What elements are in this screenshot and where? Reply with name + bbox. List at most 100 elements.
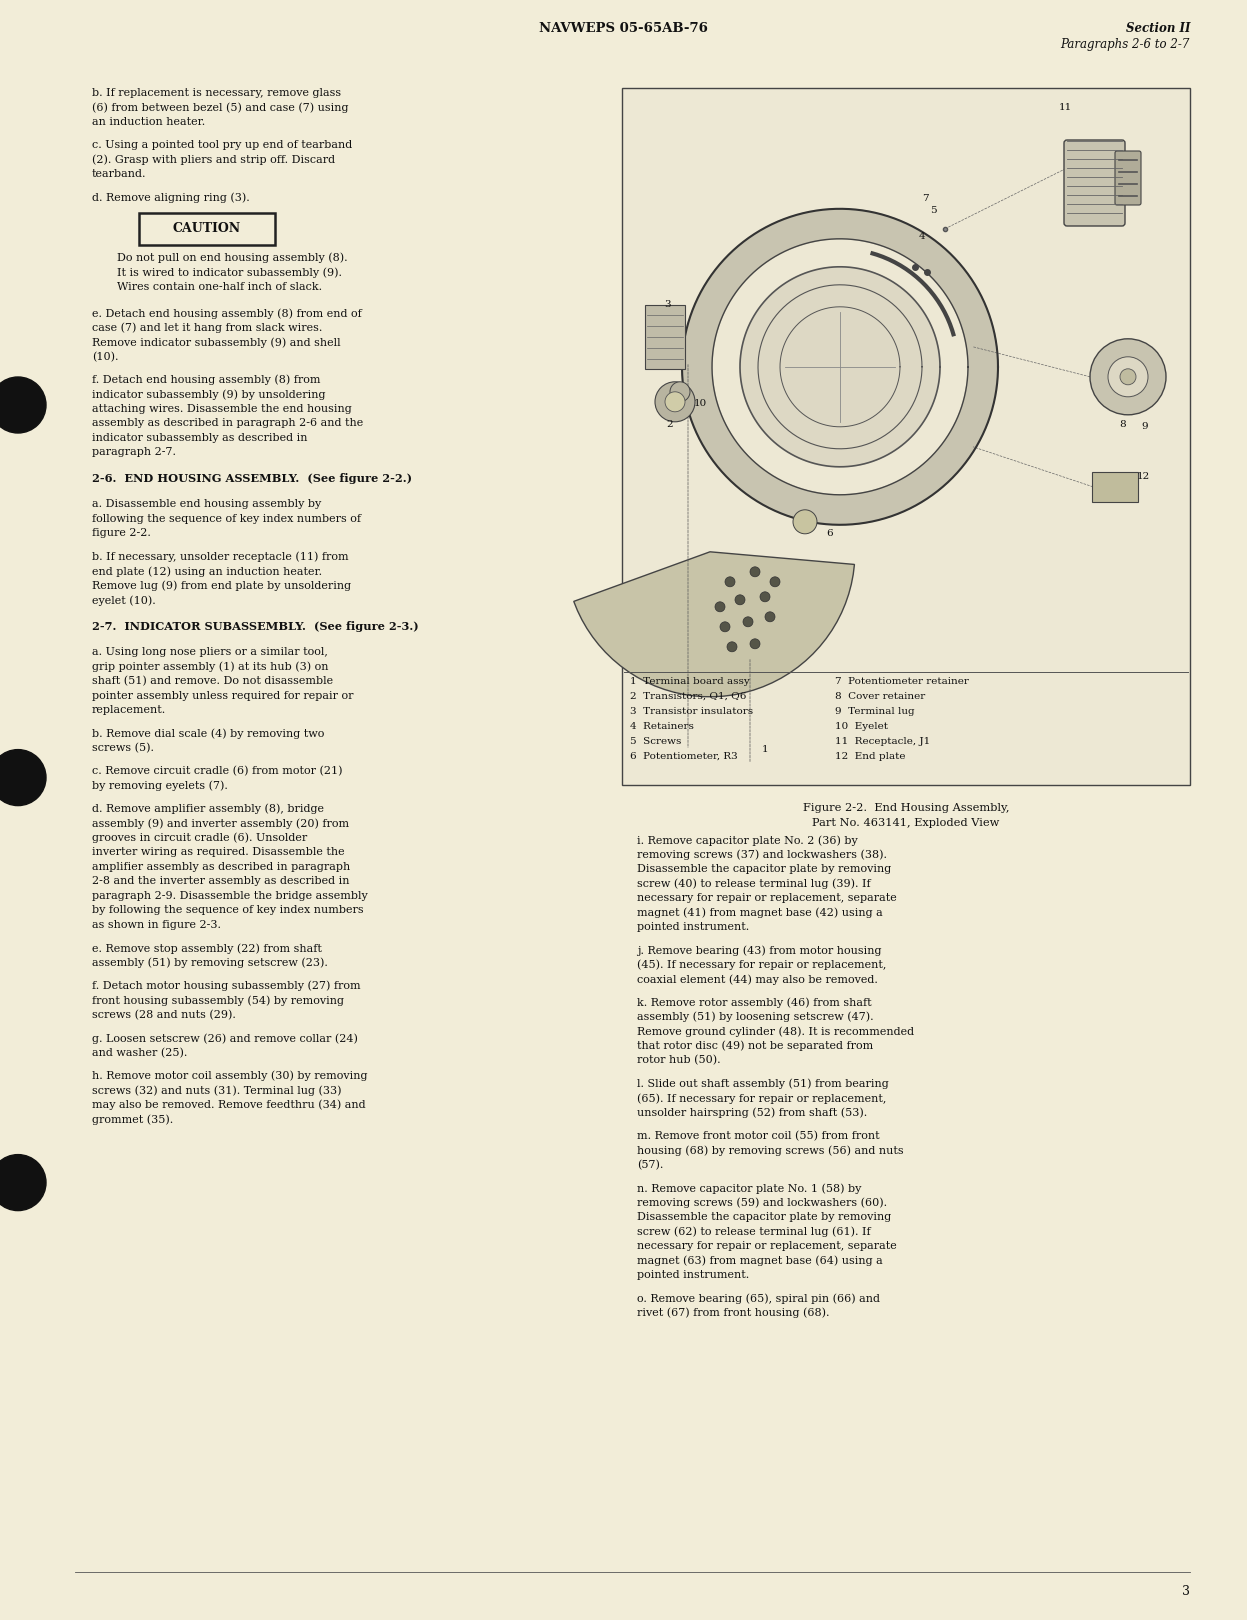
Text: f. Detach end housing assembly (8) from: f. Detach end housing assembly (8) from <box>92 374 320 386</box>
Text: (57).: (57). <box>637 1160 663 1170</box>
Text: tearband.: tearband. <box>92 168 146 180</box>
FancyBboxPatch shape <box>1092 471 1139 502</box>
Text: Disassemble the capacitor plate by removing: Disassemble the capacitor plate by remov… <box>637 863 892 875</box>
Text: pointer assembly unless required for repair or: pointer assembly unless required for rep… <box>92 690 353 701</box>
Text: coaxial element (44) may also be removed.: coaxial element (44) may also be removed… <box>637 974 878 985</box>
Circle shape <box>793 510 817 535</box>
Text: by removing eyelets (7).: by removing eyelets (7). <box>92 781 228 791</box>
Text: screws (32) and nuts (31). Terminal lug (33): screws (32) and nuts (31). Terminal lug … <box>92 1085 342 1095</box>
Text: i. Remove capacitor plate No. 2 (36) by: i. Remove capacitor plate No. 2 (36) by <box>637 834 858 846</box>
Text: g. Loosen setscrew (26) and remove collar (24): g. Loosen setscrew (26) and remove colla… <box>92 1034 358 1043</box>
Text: e. Remove stop assembly (22) from shaft: e. Remove stop assembly (22) from shaft <box>92 943 322 954</box>
Polygon shape <box>574 552 854 697</box>
Text: following the sequence of key index numbers of: following the sequence of key index numb… <box>92 514 360 523</box>
Text: paragraph 2-7.: paragraph 2-7. <box>92 447 176 457</box>
Text: by following the sequence of key index numbers: by following the sequence of key index n… <box>92 906 364 915</box>
Text: 2  Transistors, Q1, Q6: 2 Transistors, Q1, Q6 <box>630 692 747 701</box>
Text: assembly (9) and inverter assembly (20) from: assembly (9) and inverter assembly (20) … <box>92 818 349 829</box>
Text: 10: 10 <box>693 399 707 408</box>
Text: assembly as described in paragraph 2-6 and the: assembly as described in paragraph 2-6 a… <box>92 418 363 428</box>
Text: 4  Retainers: 4 Retainers <box>630 723 693 731</box>
Text: Figure 2-2.  End Housing Assembly,: Figure 2-2. End Housing Assembly, <box>803 804 1009 813</box>
Circle shape <box>0 377 46 433</box>
FancyBboxPatch shape <box>645 305 685 369</box>
Text: a. Using long nose pliers or a similar tool,: a. Using long nose pliers or a similar t… <box>92 648 328 658</box>
Text: necessary for repair or replacement, separate: necessary for repair or replacement, sep… <box>637 893 897 902</box>
Text: pointed instrument.: pointed instrument. <box>637 922 749 932</box>
Text: replacement.: replacement. <box>92 705 166 716</box>
Text: (65). If necessary for repair or replacement,: (65). If necessary for repair or replace… <box>637 1094 887 1103</box>
Text: 4: 4 <box>919 232 925 241</box>
Text: (10).: (10). <box>92 352 118 361</box>
Text: amplifier assembly as described in paragraph: amplifier assembly as described in parag… <box>92 862 350 872</box>
Text: Remove indicator subassembly (9) and shell: Remove indicator subassembly (9) and she… <box>92 337 340 348</box>
Circle shape <box>720 622 729 632</box>
Text: c. Remove circuit cradle (6) from motor (21): c. Remove circuit cradle (6) from motor … <box>92 766 343 776</box>
FancyBboxPatch shape <box>1064 139 1125 227</box>
Text: 10  Eyelet: 10 Eyelet <box>835 723 888 731</box>
Text: screws (28 and nuts (29).: screws (28 and nuts (29). <box>92 1009 236 1021</box>
Circle shape <box>764 612 774 622</box>
Text: 11  Receptacle, J1: 11 Receptacle, J1 <box>835 737 930 745</box>
Text: removing screws (37) and lockwashers (38).: removing screws (37) and lockwashers (38… <box>637 849 887 860</box>
Text: grip pointer assembly (1) at its hub (3) on: grip pointer assembly (1) at its hub (3)… <box>92 661 328 672</box>
Text: shaft (51) and remove. Do not disassemble: shaft (51) and remove. Do not disassembl… <box>92 676 333 687</box>
Text: indicator subassembly (9) by unsoldering: indicator subassembly (9) by unsoldering <box>92 389 325 400</box>
Text: o. Remove bearing (65), spiral pin (66) and: o. Remove bearing (65), spiral pin (66) … <box>637 1293 880 1304</box>
Text: 11: 11 <box>1059 104 1071 112</box>
Circle shape <box>1090 339 1166 415</box>
Text: unsolder hairspring (52) from shaft (53).: unsolder hairspring (52) from shaft (53)… <box>637 1108 867 1118</box>
Circle shape <box>665 392 685 411</box>
Text: grommet (35).: grommet (35). <box>92 1115 173 1124</box>
Text: pointed instrument.: pointed instrument. <box>637 1270 749 1280</box>
Text: Section II: Section II <box>1126 23 1190 36</box>
Text: Paragraphs 2-6 to 2-7: Paragraphs 2-6 to 2-7 <box>1061 37 1190 50</box>
Circle shape <box>739 267 940 467</box>
Text: NAVWEPS 05-65AB-76: NAVWEPS 05-65AB-76 <box>539 23 708 36</box>
Circle shape <box>670 382 690 402</box>
Text: case (7) and let it hang from slack wires.: case (7) and let it hang from slack wire… <box>92 322 323 334</box>
Text: b. If replacement is necessary, remove glass: b. If replacement is necessary, remove g… <box>92 87 342 97</box>
FancyBboxPatch shape <box>138 212 276 245</box>
Text: housing (68) by removing screws (56) and nuts: housing (68) by removing screws (56) and… <box>637 1145 904 1155</box>
Text: indicator subassembly as described in: indicator subassembly as described in <box>92 433 308 442</box>
FancyBboxPatch shape <box>622 87 1190 786</box>
Text: screw (40) to release terminal lug (39). If: screw (40) to release terminal lug (39).… <box>637 878 870 889</box>
Text: magnet (41) from magnet base (42) using a: magnet (41) from magnet base (42) using … <box>637 907 883 919</box>
Text: 3  Transistor insulators: 3 Transistor insulators <box>630 706 753 716</box>
Text: that rotor disc (49) not be separated from: that rotor disc (49) not be separated fr… <box>637 1042 873 1051</box>
Text: e. Detach end housing assembly (8) from end of: e. Detach end housing assembly (8) from … <box>92 308 362 319</box>
Text: f. Detach motor housing subassembly (27) from: f. Detach motor housing subassembly (27)… <box>92 980 360 991</box>
Text: 12  End plate: 12 End plate <box>835 752 905 761</box>
Circle shape <box>749 638 759 648</box>
Text: 9: 9 <box>1142 423 1148 431</box>
Text: 6: 6 <box>827 530 833 538</box>
Text: Disassemble the capacitor plate by removing: Disassemble the capacitor plate by remov… <box>637 1212 892 1221</box>
Text: j. Remove bearing (43) from motor housing: j. Remove bearing (43) from motor housin… <box>637 944 882 956</box>
Text: 9  Terminal lug: 9 Terminal lug <box>835 706 914 716</box>
Text: 1  Terminal board assy: 1 Terminal board assy <box>630 677 749 685</box>
Text: 7: 7 <box>922 194 928 202</box>
Text: necessary for repair or replacement, separate: necessary for repair or replacement, sep… <box>637 1241 897 1251</box>
Text: It is wired to indicator subassembly (9).: It is wired to indicator subassembly (9)… <box>117 267 342 279</box>
Text: inverter wiring as required. Disassemble the: inverter wiring as required. Disassemble… <box>92 847 344 857</box>
Circle shape <box>727 642 737 651</box>
Circle shape <box>715 601 725 612</box>
Text: eyelet (10).: eyelet (10). <box>92 595 156 606</box>
Text: figure 2-2.: figure 2-2. <box>92 528 151 538</box>
Text: 8  Cover retainer: 8 Cover retainer <box>835 692 925 701</box>
Text: screws (5).: screws (5). <box>92 744 153 753</box>
Text: n. Remove capacitor plate No. 1 (58) by: n. Remove capacitor plate No. 1 (58) by <box>637 1183 862 1194</box>
Circle shape <box>0 750 46 805</box>
Text: magnet (63) from magnet base (64) using a: magnet (63) from magnet base (64) using … <box>637 1256 883 1267</box>
Text: CAUTION: CAUTION <box>173 222 241 235</box>
Text: h. Remove motor coil assembly (30) by removing: h. Remove motor coil assembly (30) by re… <box>92 1071 368 1081</box>
Text: removing screws (59) and lockwashers (60).: removing screws (59) and lockwashers (60… <box>637 1197 887 1209</box>
Circle shape <box>769 577 781 586</box>
Text: rotor hub (50).: rotor hub (50). <box>637 1055 721 1066</box>
Text: Do not pull on end housing assembly (8).: Do not pull on end housing assembly (8). <box>117 253 348 264</box>
Circle shape <box>725 577 734 586</box>
Text: a. Disassemble end housing assembly by: a. Disassemble end housing assembly by <box>92 499 322 509</box>
FancyBboxPatch shape <box>1115 151 1141 206</box>
Text: 2-8 and the inverter assembly as described in: 2-8 and the inverter assembly as describ… <box>92 876 349 886</box>
